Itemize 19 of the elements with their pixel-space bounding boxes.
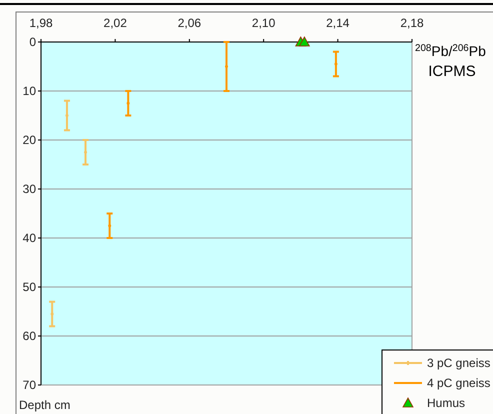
y-tick-label: 70 <box>22 378 36 392</box>
y-tick-label: 30 <box>22 182 36 196</box>
x-tick-label: 2,10 <box>252 16 276 30</box>
legend-label: 3 pC gneiss <box>427 356 490 370</box>
y-tick-label: 40 <box>22 231 36 245</box>
y-tick-label: 50 <box>22 280 36 294</box>
x-tick-label: 2,06 <box>178 16 202 30</box>
x-tick-label: 2,18 <box>400 16 424 30</box>
legend-label: 4 pC gneiss <box>427 376 490 390</box>
legend-label: Humus <box>427 396 466 410</box>
y-tick-label: 10 <box>22 84 36 98</box>
x-axis-title: $^{208}$Pb/$^{206}$Pb ICPMS <box>415 42 486 80</box>
y-axis-title: Depth cm <box>19 398 70 412</box>
y-tick-label: 20 <box>22 133 36 147</box>
y-tick-label: 0 <box>29 35 36 49</box>
y-tick-label: 60 <box>22 329 36 343</box>
x-tick-label: 1,98 <box>29 16 53 30</box>
x-tick-label: 2,02 <box>104 16 128 30</box>
x-tick-label: 2,14 <box>326 16 350 30</box>
